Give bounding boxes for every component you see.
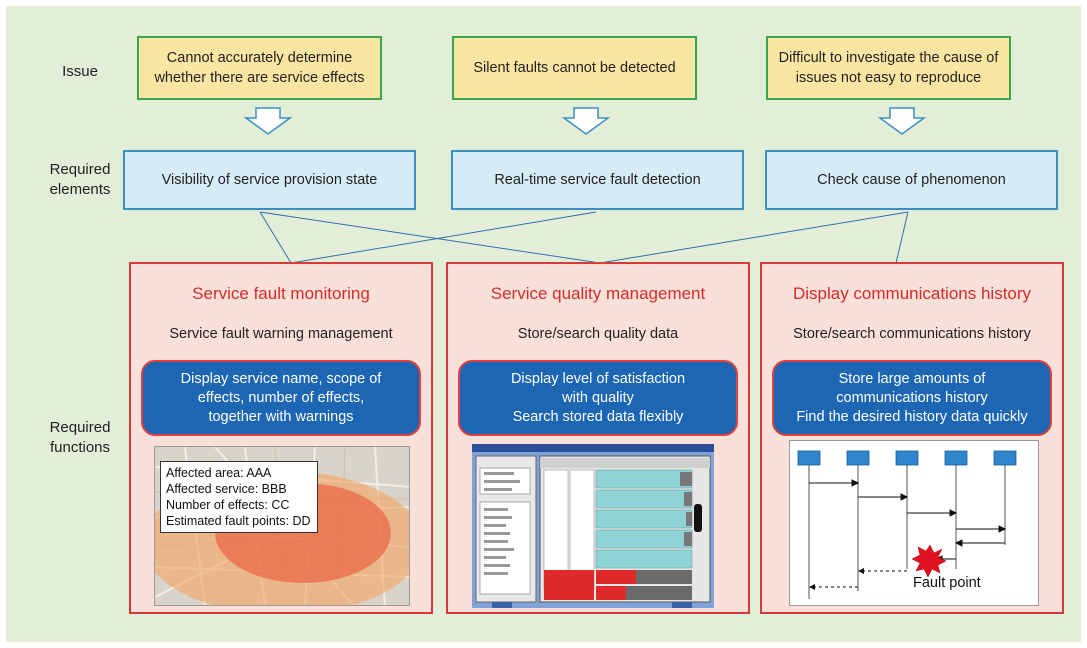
function-panel-communications-history: Display communications history Store/sea… <box>760 262 1064 614</box>
sequence-diagram-image: Fault point <box>789 440 1039 606</box>
function-detail-pill: Display level of satisfaction with qualit… <box>458 360 738 436</box>
fault-map-image: Affected area: AAA Affected service: BBB… <box>154 446 410 606</box>
issue-box: Difficult to investigate the cause of iss… <box>766 36 1011 100</box>
down-arrow-icon <box>877 107 927 135</box>
required-element-box: Check cause of phenomenon <box>765 150 1058 210</box>
function-subtitle: Store/search quality data <box>517 326 679 342</box>
connector-line <box>259 211 292 264</box>
required-element-box: Real-time service fault detection <box>451 150 744 210</box>
fault-burst-icon <box>911 544 947 578</box>
connector-line <box>895 211 909 264</box>
down-arrow-icon <box>561 107 611 135</box>
quality-screen-image <box>472 444 714 608</box>
function-detail-pill: Display service name, scope of effects, n… <box>141 360 421 436</box>
row-label-issue: Issue <box>62 63 98 80</box>
row-label-required-functions: Required functions <box>49 419 111 456</box>
row-label-required-elements: Required elements <box>49 161 111 198</box>
function-subtitle: Service fault warning management <box>169 326 393 342</box>
function-title: Service quality management <box>490 284 706 303</box>
function-panel-fault-monitoring: Service fault monitoring Service fault w… <box>129 262 433 614</box>
fault-point-label: Fault point <box>913 575 981 591</box>
connector-line <box>259 211 601 264</box>
down-arrow-icon <box>243 107 293 135</box>
required-element-box: Visibility of service provision state <box>123 150 416 210</box>
function-title: Display communications history <box>792 284 1032 303</box>
function-panel-quality-management: Service quality management Store/search … <box>446 262 750 614</box>
function-detail-pill: Store large amounts of communications his… <box>772 360 1052 436</box>
issue-box: Cannot accurately determine whether there… <box>137 36 382 100</box>
issue-box: Silent faults cannot be detected <box>452 36 697 100</box>
function-subtitle: Store/search communications history <box>793 326 1031 342</box>
map-info-callout: Affected area: AAA Affected service: BBB… <box>160 461 318 533</box>
function-title: Service fault monitoring <box>192 284 370 303</box>
quality-screen-graphic <box>472 444 714 608</box>
sequence-graphic <box>797 450 1017 599</box>
connector-line <box>290 211 597 264</box>
connector-line <box>599 211 909 264</box>
